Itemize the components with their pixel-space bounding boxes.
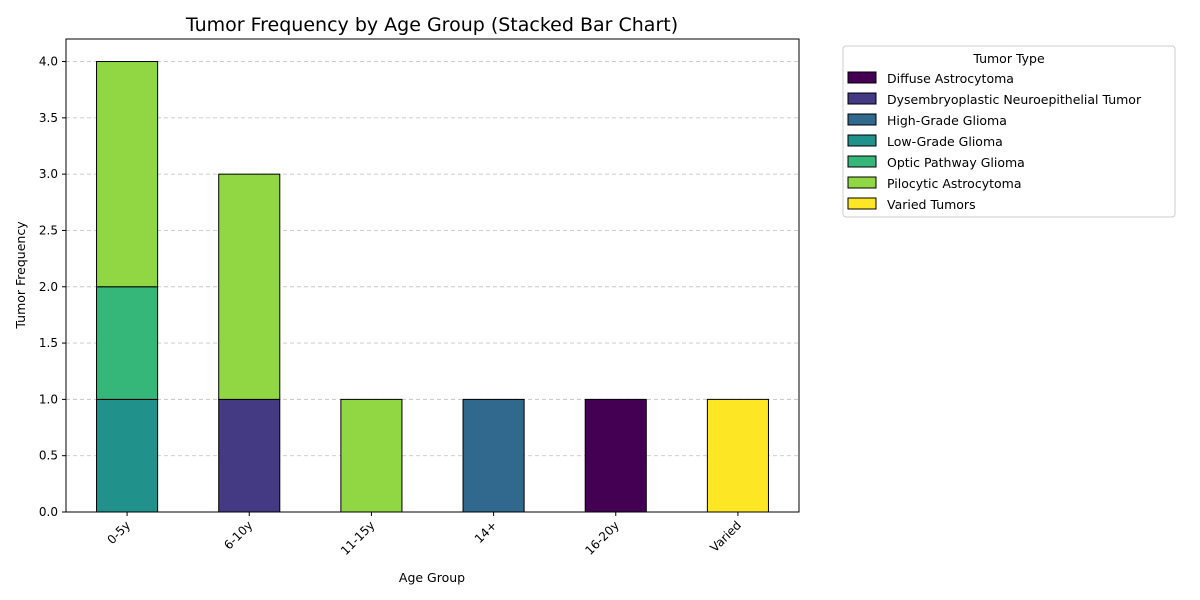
y-tick-label: 1.5 (39, 336, 58, 350)
legend-swatch (847, 197, 877, 210)
legend-entry-label: Pilocytic Astrocytoma (887, 176, 1021, 191)
bar-segment-high-grade-glioma (462, 398, 525, 513)
legend-swatch (847, 92, 877, 105)
x-tick-label: 11-15y (338, 518, 378, 558)
legend-swatch (847, 155, 877, 168)
x-tick-label: 14+ (472, 518, 500, 546)
legend-entry-label: Varied Tumors (887, 197, 976, 212)
legend-swatch (847, 113, 877, 126)
y-axis-label: Tumor Frequency (13, 221, 28, 330)
y-axis: 0.0 0.5 1.0 1.5 2.0 2.5 3.0 3.5 4.0 (39, 55, 66, 519)
bar-segment-pilocytic-astrocytoma (96, 61, 159, 288)
legend-title: Tumor Type (972, 51, 1045, 66)
y-tick-label: 3.0 (39, 167, 58, 181)
legend-swatch (847, 176, 877, 189)
legend-entry-label: High-Grade Glioma (887, 113, 1007, 128)
bar-segment-diffuse-astrocytoma (584, 398, 647, 513)
plot-frame (65, 38, 800, 513)
y-tick-label: 1.0 (39, 392, 58, 406)
bar-segment-pilocytic-astrocytoma (340, 398, 403, 513)
legend-entry-label: Dysembryoplastic Neuroepithelial Tumor (887, 92, 1142, 107)
bar-segment-dysembryoplastic-neuroepithelial-tumor (218, 398, 281, 513)
bar-segment-low-grade-glioma (96, 398, 159, 513)
legend-entry-label: Optic Pathway Glioma (887, 155, 1025, 170)
legend-entry-label: Low-Grade Glioma (887, 134, 1003, 149)
bar-segment-optic-pathway-glioma (96, 286, 159, 400)
y-tick-label: 4.0 (39, 55, 58, 69)
x-tick-label: 0-5y (104, 518, 133, 547)
legend-box (842, 45, 1176, 218)
chart-title: Tumor Frequency by Age Group (Stacked Ba… (185, 14, 678, 36)
bar-segment-pilocytic-astrocytoma (218, 173, 281, 400)
legend-swatch (847, 71, 877, 84)
y-tick-label: 0.0 (39, 505, 58, 519)
y-tick-label: 0.5 (39, 449, 58, 463)
bars (96, 61, 769, 513)
x-axis: 0-5y 6-10y 11-15y 14+ 16-20y Varied (104, 512, 744, 558)
legend: Tumor Type Diffuse Astrocytoma Dysembryop… (842, 45, 1176, 218)
x-tick-label: 6-10y (221, 518, 255, 552)
x-axis-label: Age Group (399, 570, 465, 585)
x-tick-label: Varied (707, 518, 744, 555)
bar-segment-varied-tumors (706, 398, 769, 513)
y-tick-label: 2.0 (39, 280, 58, 294)
legend-entry-label: Diffuse Astrocytoma (887, 71, 1014, 86)
x-tick-label: 16-20y (582, 518, 622, 558)
gridlines (66, 61, 799, 513)
y-tick-label: 3.5 (39, 111, 58, 125)
legend-swatch (847, 134, 877, 147)
y-tick-label: 2.5 (39, 223, 58, 237)
